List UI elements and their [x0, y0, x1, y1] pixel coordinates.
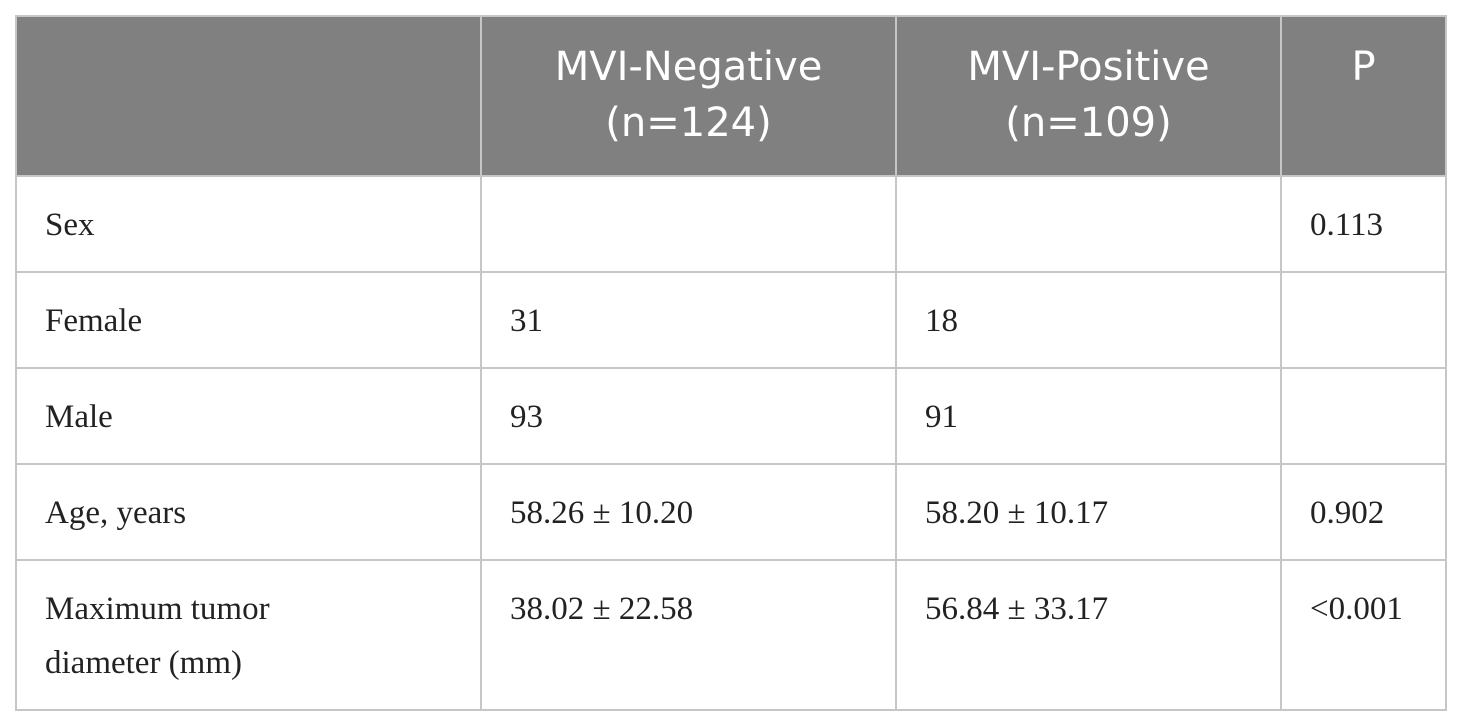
- header-cell: MVI-Positive (n=109): [895, 15, 1282, 177]
- cell: [895, 175, 1282, 273]
- cell: [480, 175, 897, 273]
- cell: <0.001: [1280, 559, 1447, 711]
- header-text: MVI-Positive: [967, 44, 1210, 90]
- cell: 38.02 ± 22.58: [480, 559, 897, 711]
- row-label: Maximum tumor diameter (mm): [15, 559, 482, 711]
- cell: 58.26 ± 10.20: [480, 463, 897, 561]
- row-label: Female: [15, 271, 482, 369]
- cell-text: Sex: [45, 207, 95, 243]
- row-label: Sex: [15, 175, 482, 273]
- header-row: MVI-Negative (n=124) MVI-Positive (n=109) …: [15, 15, 1447, 177]
- header-cell: P: [1280, 15, 1447, 177]
- cell-text: Female: [45, 303, 143, 339]
- header-text: (n=109): [1005, 100, 1172, 146]
- cell: 91: [895, 367, 1282, 465]
- cell: [1280, 271, 1447, 369]
- row: Sex 0.113: [15, 175, 1447, 273]
- cell: 18: [895, 271, 1282, 369]
- header-text: MVI-Negative: [554, 44, 823, 90]
- row-label: Age, years: [15, 463, 482, 561]
- cell: 58.20 ± 10.17: [895, 463, 1282, 561]
- row: Age, years 58.26 ± 10.20 58.20 ± 10.17 0…: [15, 463, 1447, 561]
- cell-text: Maximum tumor: [45, 591, 270, 627]
- cell: 31: [480, 271, 897, 369]
- cell: 56.84 ± 33.17: [895, 559, 1282, 711]
- header-text: P: [1351, 44, 1376, 90]
- cell-text: Male: [45, 399, 113, 435]
- header-text: (n=124): [605, 100, 772, 146]
- row: Male 93 91: [15, 367, 1447, 465]
- cell: 93: [480, 367, 897, 465]
- cell: [1280, 367, 1447, 465]
- row: Female 31 18: [15, 271, 1447, 369]
- row-label: Male: [15, 367, 482, 465]
- cell: 0.902: [1280, 463, 1447, 561]
- header-cell: MVI-Negative (n=124): [480, 15, 897, 177]
- row: Maximum tumor diameter (mm) 38.02 ± 22.58…: [15, 559, 1447, 711]
- data-table: MVI-Negative (n=124) MVI-Positive (n=109) …: [15, 15, 1447, 711]
- cell: 0.113: [1280, 175, 1447, 273]
- cell-text: Age, years: [45, 495, 187, 531]
- header-cell: [15, 15, 482, 177]
- cell-text: diameter (mm): [45, 645, 243, 681]
